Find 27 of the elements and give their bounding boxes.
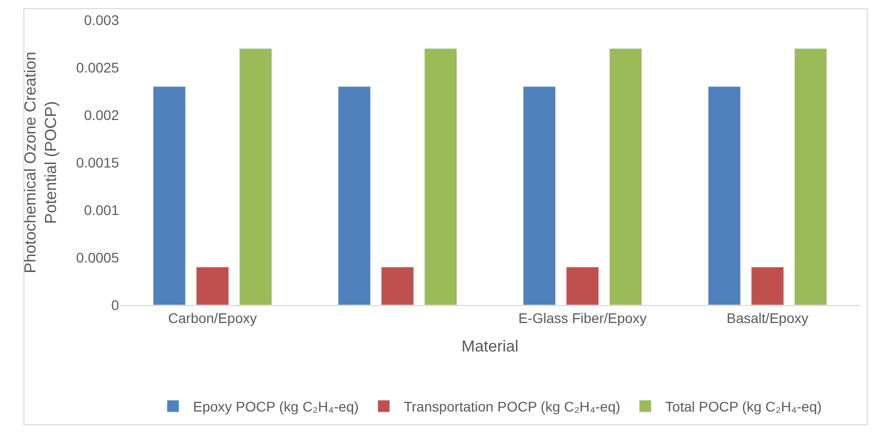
bar	[381, 266, 414, 305]
y-axis-title: Photochemical Ozone Creation Potential (POCP)	[22, 52, 60, 274]
bar	[708, 86, 741, 305]
x-tick-label: Basalt/Epoxy	[726, 310, 808, 326]
bar	[609, 48, 642, 305]
y-tick-label: 0.001	[84, 202, 120, 218]
bar	[522, 86, 556, 305]
bar	[196, 266, 229, 305]
y-tick-label: 0	[111, 296, 120, 313]
x-tick-label: Carbon/Epoxy	[168, 310, 257, 326]
y-tick-label: 0.003	[84, 12, 120, 28]
y-tick-label: 0.002	[84, 106, 120, 123]
legend-label: Transportation POCP (kg C₂H₄-eq)	[404, 398, 620, 415]
x-axis-title: Material	[462, 338, 518, 356]
legend-label: Epoxy POCP (kg C₂H₄-eq)	[193, 398, 359, 415]
bar	[424, 48, 458, 305]
bar	[566, 266, 599, 305]
y-tick-label: 0.0015	[76, 154, 120, 170]
bar	[239, 48, 272, 305]
x-tick-label: E-Glass Fiber/Epoxy	[518, 310, 647, 326]
bar	[338, 86, 371, 305]
y-tick-label: 0.0025	[76, 59, 120, 76]
bar	[794, 48, 828, 305]
y-tick-label: 0.0005	[76, 249, 120, 266]
legend-label: Total POCP (kg C₂H₄-eq)	[665, 398, 822, 415]
bar	[751, 266, 784, 305]
bar	[152, 86, 186, 305]
